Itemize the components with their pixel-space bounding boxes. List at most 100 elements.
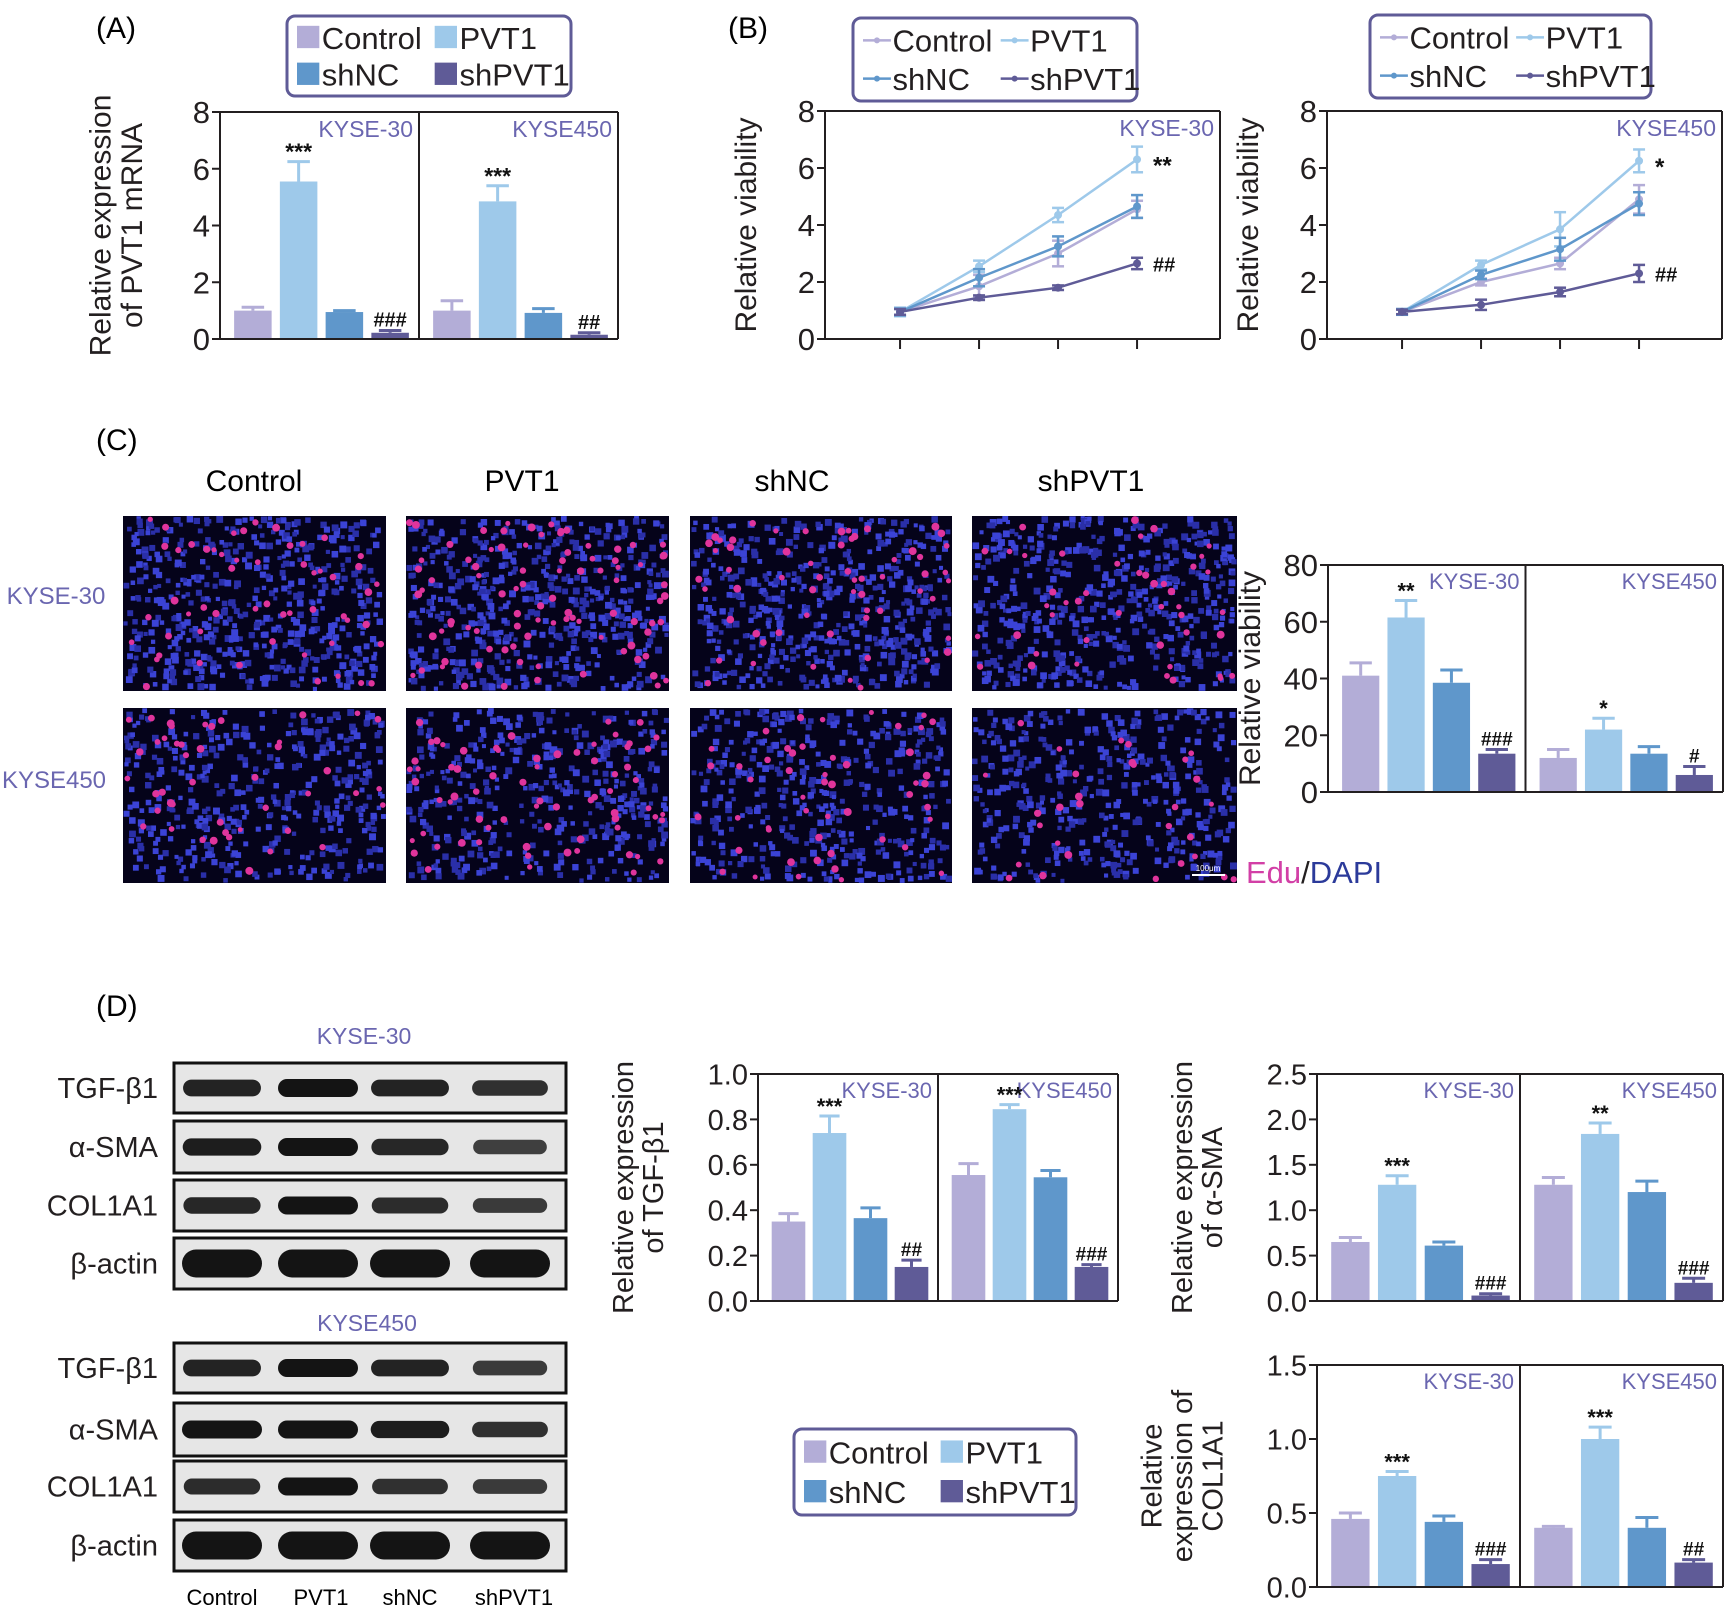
dapi-nucleus [617,795,625,803]
y-axis-label: Relative expression [608,1061,640,1314]
dapi-nucleus [223,878,228,883]
dapi-nucleus [893,609,900,616]
dapi-nucleus [553,863,561,871]
dapi-nucleus [882,643,888,650]
dapi-nucleus [468,620,475,627]
dapi-nucleus [1008,717,1015,724]
dapi-nucleus [762,671,768,677]
dapi-nucleus [660,802,667,809]
bar-control [1331,1241,1370,1300]
dapi-nucleus [942,822,950,830]
edu-nucleus [614,824,621,831]
bar-pvt1 [1377,1476,1417,1586]
dapi-nucleus [640,805,647,812]
dapi-nucleus [582,775,590,783]
dapi-nucleus [406,806,412,813]
edu-nucleus [576,618,582,625]
dapi-nucleus [1030,669,1037,676]
dapi-nucleus [985,558,992,565]
dapi-nucleus [501,548,509,555]
dapi-nucleus [771,643,776,648]
dapi-nucleus [420,685,426,691]
dapi-nucleus [299,854,305,860]
stain-edu: Edu [1246,855,1301,890]
dapi-nucleus [460,519,466,525]
dapi-nucleus [1153,653,1160,660]
dapi-nucleus [1083,860,1089,866]
dapi-nucleus [557,852,564,859]
dapi-nucleus [982,856,988,862]
dapi-nucleus [936,840,942,846]
dapi-nucleus [450,598,458,606]
dapi-nucleus [973,727,979,733]
dapi-nucleus [534,542,542,550]
edu-nucleus [1176,604,1182,610]
dapi-nucleus [1058,846,1065,854]
dapi-nucleus [916,607,923,614]
y-tick-label: 0 [193,322,210,357]
dapi-nucleus [810,828,817,835]
dapi-nucleus [622,740,629,748]
dapi-nucleus [718,654,725,661]
dapi-nucleus [506,832,512,838]
dapi-nucleus [1102,749,1109,756]
edu-nucleus [1150,524,1158,533]
dapi-nucleus [537,719,543,726]
dapi-nucleus [137,819,145,827]
dapi-nucleus [859,664,867,672]
dapi-nucleus [1002,608,1008,613]
edu-nucleus [827,849,835,858]
dapi-nucleus [1112,824,1118,830]
dapi-nucleus [1226,795,1232,801]
dapi-nucleus [340,521,348,529]
edu-nucleus [519,778,527,786]
dapi-nucleus [235,646,240,651]
dapi-nucleus [529,665,535,670]
dapi-nucleus [149,671,157,678]
dapi-nucleus [1120,812,1125,817]
dapi-nucleus [1077,605,1085,613]
dapi-nucleus [571,638,577,645]
dapi-nucleus [477,612,484,619]
dapi-nucleus [813,573,820,580]
dapi-nucleus [1120,857,1126,863]
dapi-nucleus [1091,534,1096,539]
dapi-nucleus [928,586,933,592]
column-header-control: Control [206,465,303,498]
dapi-nucleus [1103,873,1109,878]
dapi-nucleus [1099,535,1105,542]
dapi-nucleus [727,816,733,822]
dapi-nucleus [648,875,654,880]
dapi-nucleus [580,550,586,556]
dapi-nucleus [151,734,159,742]
bar-pvt1 [1387,617,1425,791]
dapi-nucleus [719,764,725,770]
dapi-nucleus [1192,521,1200,529]
dapi-nucleus [310,600,316,606]
dapi-nucleus [608,850,615,857]
dapi-nucleus [178,522,183,527]
y-tick-label: 6 [193,152,210,187]
dapi-nucleus [1043,592,1051,600]
dapi-nucleus [1230,570,1236,576]
dapi-nucleus [996,518,1003,525]
edu-nucleus [829,754,836,761]
dapi-nucleus [1185,650,1191,655]
dapi-nucleus [1227,554,1234,561]
dapi-nucleus [636,685,642,691]
dapi-nucleus [982,809,987,814]
dapi-nucleus [733,549,741,556]
dapi-nucleus [810,631,817,638]
dapi-nucleus [756,761,763,768]
dapi-nucleus [246,602,252,608]
dapi-nucleus [1023,653,1029,658]
dapi-nucleus [882,709,888,714]
dapi-nucleus [1039,800,1044,805]
dapi-nucleus [560,516,567,522]
dapi-nucleus [422,719,429,725]
dapi-nucleus [1060,755,1066,761]
dapi-nucleus [891,519,898,526]
dapi-nucleus [254,540,260,546]
dapi-nucleus [194,574,201,581]
